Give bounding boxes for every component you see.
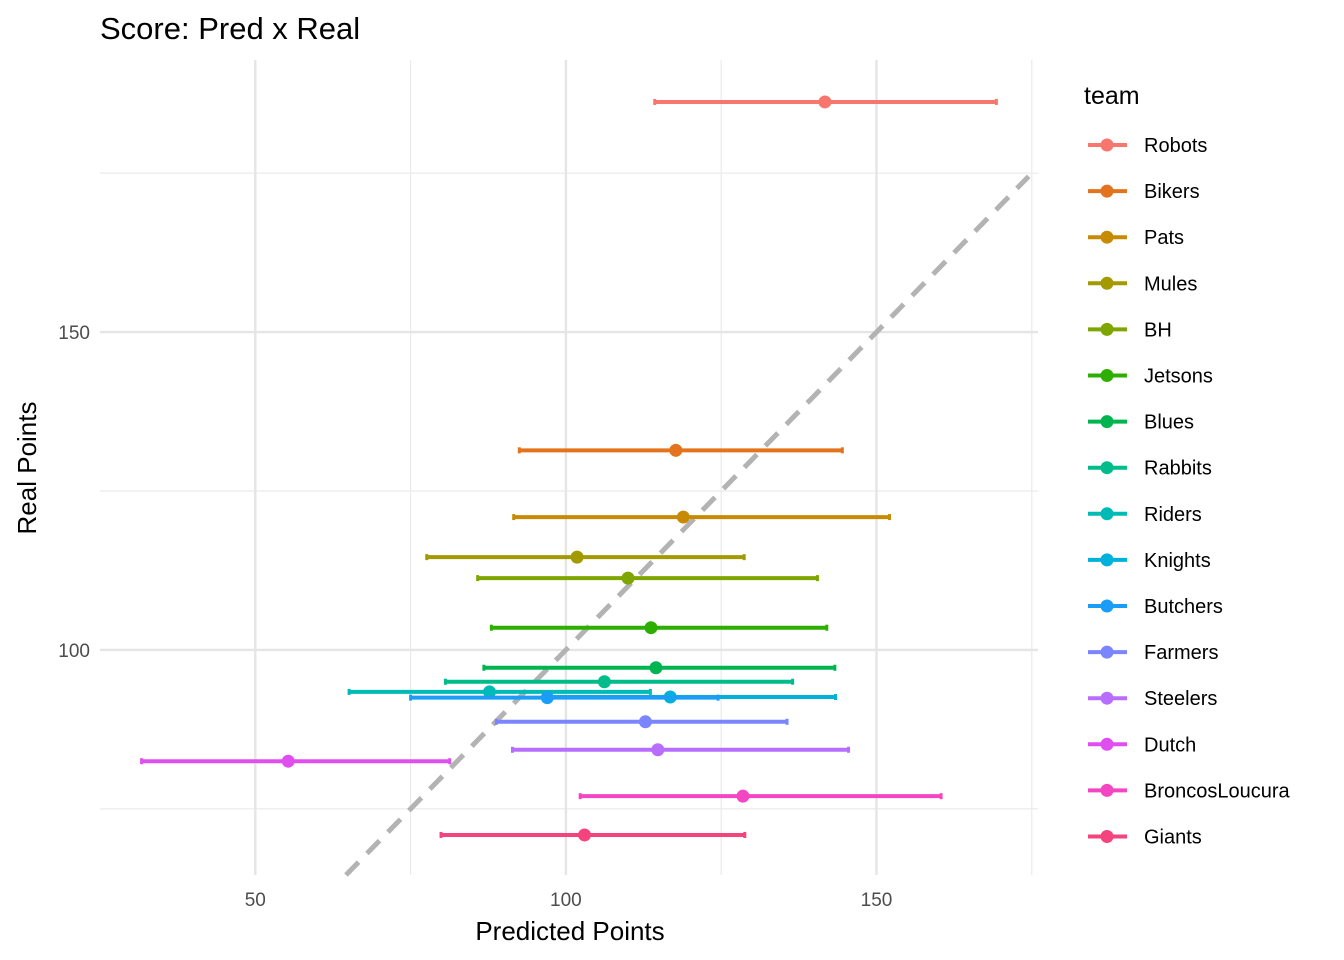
point-BH (621, 571, 635, 585)
legend-label: Dutch (1144, 734, 1196, 756)
legend-key-point (1100, 138, 1114, 152)
point-Bikers (669, 443, 683, 457)
point-Blues (649, 661, 663, 675)
chart-title: Score: Pred x Real (100, 11, 360, 46)
data-marks (140, 95, 998, 842)
point-Robots (818, 95, 832, 109)
legend-key-point (1100, 553, 1114, 567)
legend-key-point (1100, 830, 1114, 843)
legend-label: Robots (1144, 135, 1207, 157)
grid (100, 60, 1038, 875)
legend-key-point (1100, 461, 1114, 475)
legend-label: Steelers (1144, 688, 1217, 710)
y-axis-label: Real Points (12, 402, 42, 535)
legend-label: Giants (1144, 827, 1202, 849)
legend-label: BH (1144, 319, 1172, 341)
x-tick-label: 50 (245, 890, 266, 911)
legend-label: Rabbits (1144, 458, 1212, 480)
x-axis-label: Predicted Points (475, 916, 664, 946)
axis-ticks: 50 100 150 100 150 (58, 323, 892, 911)
point-Pats (676, 510, 690, 524)
legend: team Robots Bikers Pats Mules BH Jetsons Blues… (1084, 82, 1291, 849)
legend-label: Riders (1144, 504, 1202, 526)
legend-label: Farmers (1144, 642, 1218, 664)
legend-key-point (1100, 322, 1114, 336)
y-tick-label: 100 (58, 641, 90, 662)
legend-key-point (1100, 507, 1114, 521)
legend-label: Knights (1144, 550, 1211, 572)
legend-key-point (1100, 369, 1114, 382)
legend-key-point (1100, 783, 1114, 797)
legend-title: team (1084, 82, 1140, 110)
legend-key-point (1100, 737, 1114, 751)
legend-label: Butchers (1144, 596, 1223, 618)
identity-reference-line (344, 174, 1031, 877)
point-Giants (578, 828, 592, 842)
point-Jetsons (644, 621, 658, 635)
legend-key-point (1100, 184, 1114, 198)
legend-key-point (1100, 645, 1114, 659)
point-Rabbits (597, 675, 611, 689)
legend-key-point (1100, 276, 1114, 290)
point-Butchers (540, 691, 554, 705)
point-Steelers (651, 743, 665, 757)
legend-key-point (1100, 415, 1114, 429)
point-Mules (570, 550, 584, 564)
legend-key-point (1100, 230, 1114, 244)
legend-key-point (1100, 691, 1114, 705)
y-tick-label: 150 (58, 323, 90, 344)
legend-label: Mules (1144, 273, 1197, 295)
legend-label: Pats (1144, 227, 1184, 249)
point-Farmers (638, 715, 652, 729)
x-tick-label: 100 (550, 890, 582, 911)
point-Dutch (281, 754, 295, 768)
legend-key-point (1100, 599, 1114, 613)
x-tick-label: 150 (861, 890, 893, 911)
legend-label: Blues (1144, 412, 1194, 434)
legend-label: BroncosLoucura (1144, 780, 1291, 802)
point-Riders (482, 685, 496, 699)
legend-label: Bikers (1144, 181, 1200, 203)
legend-label: Jetsons (1144, 366, 1213, 388)
point-BroncosLoucura (736, 789, 750, 803)
